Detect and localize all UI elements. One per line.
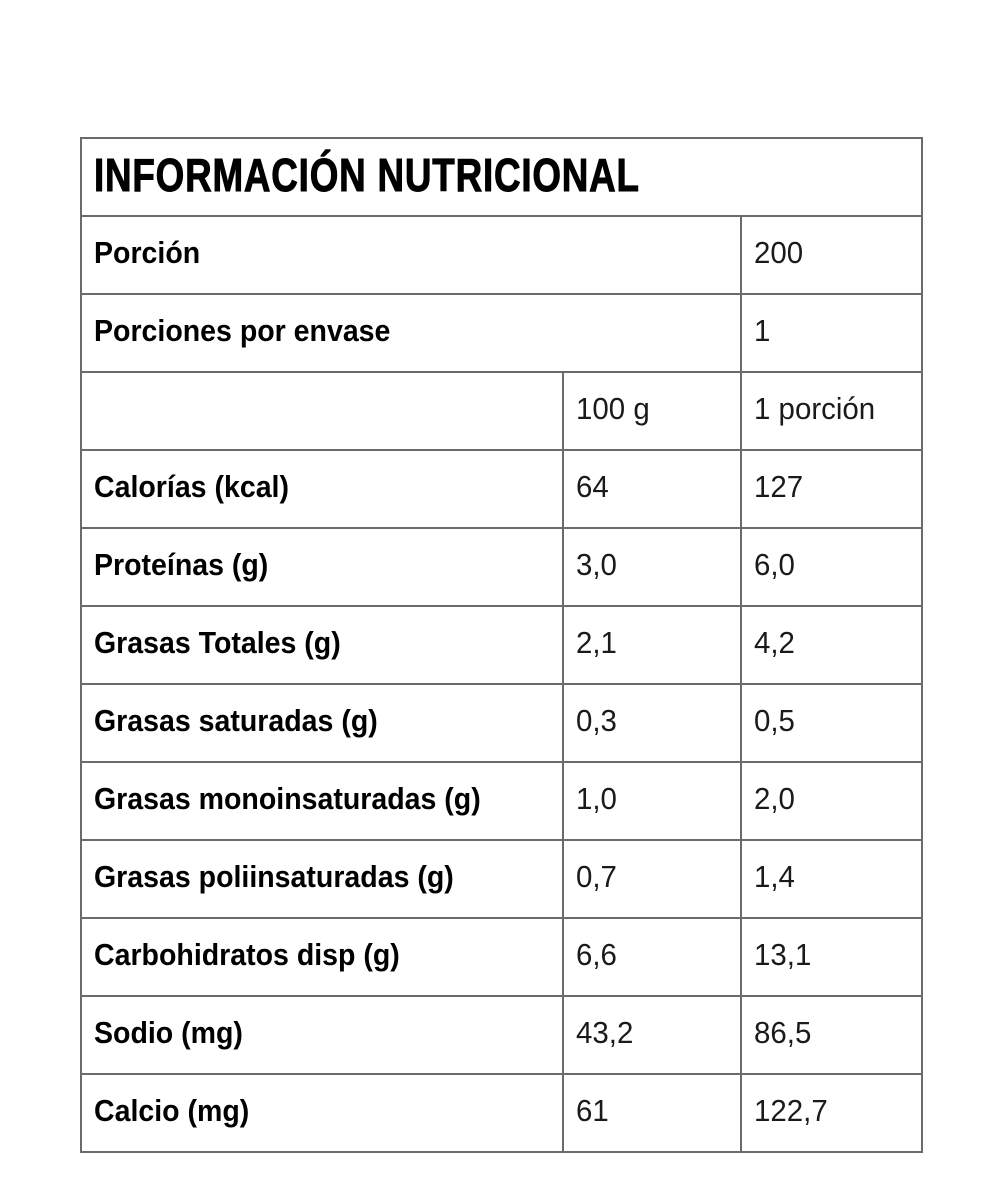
value-per-100g-cell: 43,2 <box>562 995 742 1075</box>
nutrient-row: Calcio (mg) 61 122,7 <box>80 1073 923 1153</box>
column-header-row: 100 g 1 porción <box>80 371 923 451</box>
serving-value: 1 <box>754 313 771 348</box>
serving-label-cell: Porciones por envase <box>80 293 742 373</box>
value-per-100g: 0,3 <box>576 703 617 738</box>
value-per-portion: 2,0 <box>754 781 795 816</box>
value-per-100g-cell: 6,6 <box>562 917 742 997</box>
value-per-100g: 6,6 <box>576 937 617 972</box>
nutrient-label: Calorías (kcal) <box>94 469 289 504</box>
value-per-portion: 4,2 <box>754 625 795 660</box>
value-per-portion: 1,4 <box>754 859 795 894</box>
column-header-empty-cell <box>80 371 564 451</box>
value-per-100g: 64 <box>576 469 609 504</box>
nutrient-row: Proteínas (g) 3,0 6,0 <box>80 527 923 607</box>
nutrient-label-cell: Grasas poliinsaturadas (g) <box>80 839 564 919</box>
value-per-100g-cell: 0,3 <box>562 683 742 763</box>
value-per-portion: 13,1 <box>754 937 812 972</box>
nutrient-label-cell: Sodio (mg) <box>80 995 564 1075</box>
serving-row: Porción 200 <box>80 215 923 295</box>
nutrient-label: Calcio (mg) <box>94 1093 250 1128</box>
value-per-portion: 6,0 <box>754 547 795 582</box>
value-per-portion: 122,7 <box>754 1093 828 1128</box>
nutrient-row: Grasas saturadas (g) 0,3 0,5 <box>80 683 923 763</box>
value-per-portion-cell: 127 <box>740 449 923 529</box>
nutrient-label: Sodio (mg) <box>94 1015 243 1050</box>
serving-label: Porciones por envase <box>94 313 391 348</box>
value-per-100g: 43,2 <box>576 1015 634 1050</box>
value-per-100g-cell: 61 <box>562 1073 742 1153</box>
column-header-portion-cell: 1 porción <box>740 371 923 451</box>
nutrient-row: Grasas monoinsaturadas (g) 1,0 2,0 <box>80 761 923 841</box>
value-per-100g: 2,1 <box>576 625 617 660</box>
value-per-portion: 127 <box>754 469 804 504</box>
value-per-100g: 1,0 <box>576 781 617 816</box>
value-per-portion: 86,5 <box>754 1015 812 1050</box>
nutrient-label-cell: Carbohidratos disp (g) <box>80 917 564 997</box>
nutrient-row: Carbohidratos disp (g) 6,6 13,1 <box>80 917 923 997</box>
value-per-portion-cell: 86,5 <box>740 995 923 1075</box>
serving-value-cell: 1 <box>740 293 923 373</box>
nutrient-label-cell: Calcio (mg) <box>80 1073 564 1153</box>
nutrition-table: INFORMACIÓN NUTRICIONAL Porción 200 Porc… <box>80 137 923 1153</box>
value-per-100g-cell: 3,0 <box>562 527 742 607</box>
nutrient-label: Proteínas (g) <box>94 547 269 582</box>
table-title-cell: INFORMACIÓN NUTRICIONAL <box>80 137 923 217</box>
column-header-100g-cell: 100 g <box>562 371 742 451</box>
serving-label-cell: Porción <box>80 215 742 295</box>
serving-row: Porciones por envase 1 <box>80 293 923 373</box>
value-per-portion: 0,5 <box>754 703 795 738</box>
value-per-portion-cell: 1,4 <box>740 839 923 919</box>
title-row: INFORMACIÓN NUTRICIONAL <box>80 137 923 217</box>
nutrient-label-cell: Proteínas (g) <box>80 527 564 607</box>
value-per-100g: 61 <box>576 1093 609 1128</box>
nutrient-label-cell: Grasas saturadas (g) <box>80 683 564 763</box>
nutrient-label: Grasas monoinsaturadas (g) <box>94 781 481 816</box>
value-per-100g-cell: 64 <box>562 449 742 529</box>
value-per-portion-cell: 4,2 <box>740 605 923 685</box>
value-per-portion-cell: 6,0 <box>740 527 923 607</box>
nutrient-label-cell: Grasas monoinsaturadas (g) <box>80 761 564 841</box>
value-per-portion-cell: 0,5 <box>740 683 923 763</box>
value-per-100g-cell: 2,1 <box>562 605 742 685</box>
nutrient-label: Grasas poliinsaturadas (g) <box>94 859 454 894</box>
column-header-portion: 1 porción <box>754 391 876 426</box>
column-header-100g: 100 g <box>576 391 650 426</box>
serving-value: 200 <box>754 235 804 270</box>
value-per-portion-cell: 13,1 <box>740 917 923 997</box>
nutrient-label: Grasas saturadas (g) <box>94 703 378 738</box>
value-per-portion-cell: 122,7 <box>740 1073 923 1153</box>
serving-value-cell: 200 <box>740 215 923 295</box>
value-per-100g: 0,7 <box>576 859 617 894</box>
value-per-portion-cell: 2,0 <box>740 761 923 841</box>
nutrient-label: Grasas Totales (g) <box>94 625 341 660</box>
value-per-100g-cell: 1,0 <box>562 761 742 841</box>
nutrient-row: Grasas Totales (g) 2,1 4,2 <box>80 605 923 685</box>
value-per-100g: 3,0 <box>576 547 617 582</box>
nutrient-label-cell: Calorías (kcal) <box>80 449 564 529</box>
nutrient-label: Carbohidratos disp (g) <box>94 937 400 972</box>
table-title: INFORMACIÓN NUTRICIONAL <box>94 148 640 201</box>
nutrient-row: Sodio (mg) 43,2 86,5 <box>80 995 923 1075</box>
nutrient-row: Calorías (kcal) 64 127 <box>80 449 923 529</box>
serving-label: Porción <box>94 235 201 270</box>
nutrient-label-cell: Grasas Totales (g) <box>80 605 564 685</box>
value-per-100g-cell: 0,7 <box>562 839 742 919</box>
nutrient-row: Grasas poliinsaturadas (g) 0,7 1,4 <box>80 839 923 919</box>
